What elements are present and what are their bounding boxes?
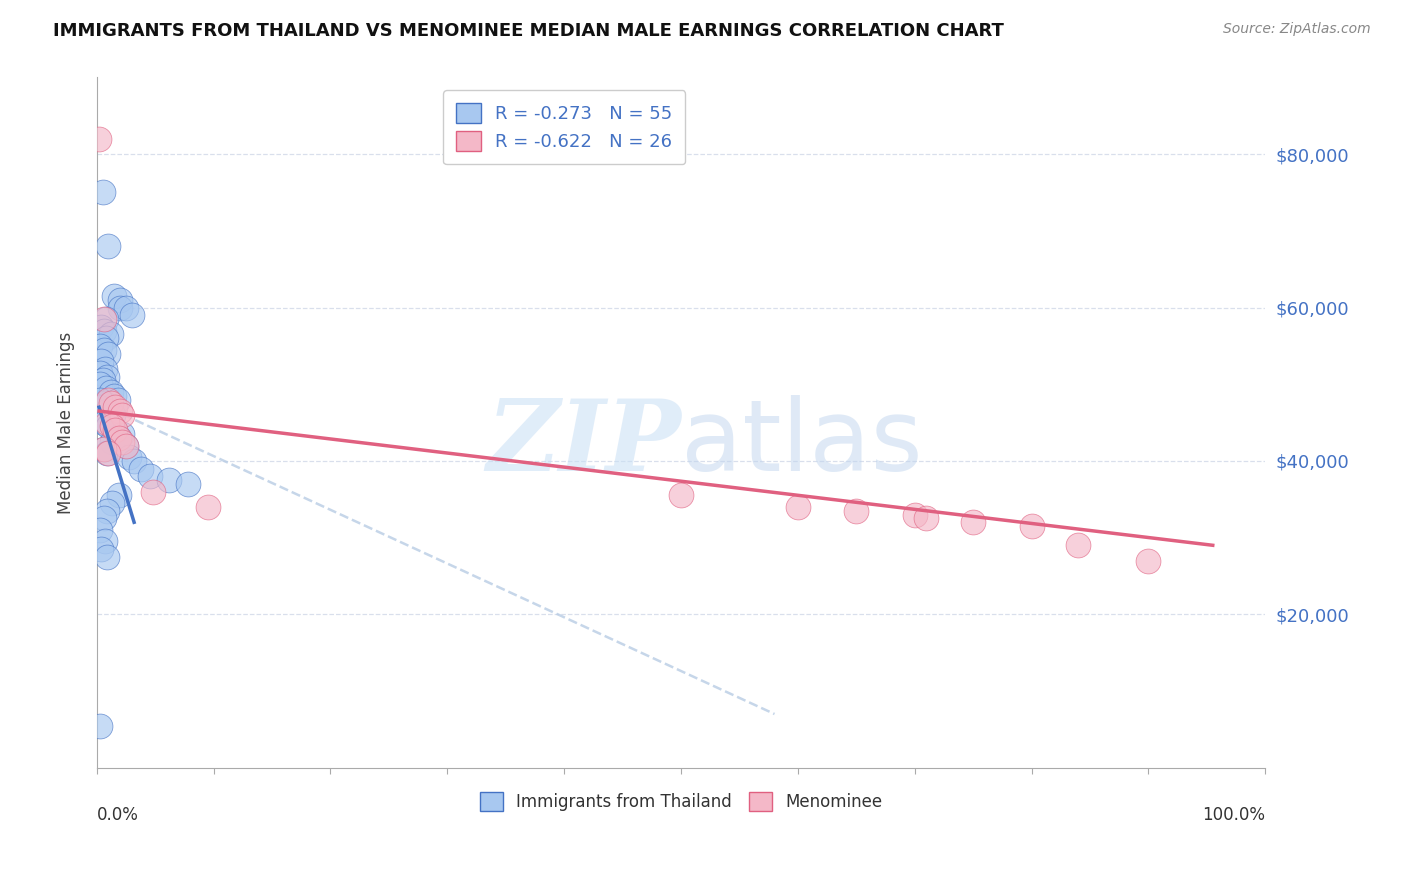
- Point: [111, 408, 134, 422]
- Point: [104, 423, 127, 437]
- Point: [101, 434, 124, 449]
- Point: [97, 346, 120, 360]
- Point: [93, 416, 115, 430]
- Point: [108, 431, 131, 445]
- Point: [108, 488, 131, 502]
- Point: [103, 289, 125, 303]
- Text: 0.0%: 0.0%: [97, 805, 139, 823]
- Point: [91, 186, 114, 200]
- Point: [104, 401, 127, 415]
- Point: [101, 408, 124, 422]
- Point: [93, 324, 115, 338]
- Point: [103, 389, 125, 403]
- Y-axis label: Median Male Earnings: Median Male Earnings: [58, 332, 75, 514]
- Point: [115, 301, 138, 315]
- Point: [157, 473, 180, 487]
- Point: [93, 312, 115, 326]
- Point: [97, 392, 120, 407]
- Point: [93, 442, 115, 457]
- Point: [89, 392, 111, 407]
- Point: [89, 523, 111, 537]
- Text: atlas: atlas: [681, 395, 922, 491]
- Point: [90, 354, 112, 368]
- Point: [122, 454, 145, 468]
- Point: [108, 404, 131, 418]
- Point: [93, 511, 115, 525]
- Point: [142, 484, 165, 499]
- Point: [111, 434, 134, 449]
- Point: [87, 132, 110, 146]
- Point: [89, 718, 111, 732]
- Point: [129, 461, 152, 475]
- Point: [89, 366, 111, 380]
- Text: 100.0%: 100.0%: [1202, 805, 1265, 823]
- Point: [1067, 538, 1090, 552]
- Point: [100, 384, 122, 399]
- Point: [97, 419, 120, 434]
- Point: [90, 542, 112, 557]
- Point: [87, 401, 110, 415]
- Point: [89, 377, 111, 392]
- Point: [115, 439, 138, 453]
- Point: [962, 516, 984, 530]
- Point: [93, 396, 115, 410]
- Point: [94, 362, 117, 376]
- Point: [94, 312, 117, 326]
- Point: [786, 500, 808, 514]
- Point: [915, 511, 938, 525]
- Point: [108, 293, 131, 307]
- Point: [96, 416, 118, 430]
- Point: [845, 504, 868, 518]
- Text: ZIP: ZIP: [486, 395, 681, 491]
- Point: [904, 508, 927, 522]
- Point: [108, 301, 131, 315]
- Point: [100, 396, 122, 410]
- Point: [107, 392, 129, 407]
- Point: [93, 442, 115, 457]
- Point: [100, 327, 122, 342]
- Point: [97, 239, 120, 253]
- Point: [108, 431, 131, 445]
- Text: IMMIGRANTS FROM THAILAND VS MENOMINEE MEDIAN MALE EARNINGS CORRELATION CHART: IMMIGRANTS FROM THAILAND VS MENOMINEE ME…: [53, 22, 1004, 40]
- Point: [97, 446, 120, 460]
- Point: [669, 488, 692, 502]
- Point: [1021, 519, 1043, 533]
- Point: [101, 496, 124, 510]
- Point: [96, 369, 118, 384]
- Point: [118, 450, 141, 464]
- Text: Source: ZipAtlas.com: Source: ZipAtlas.com: [1223, 22, 1371, 37]
- Point: [104, 423, 127, 437]
- Point: [121, 308, 143, 322]
- Point: [177, 477, 200, 491]
- Point: [89, 411, 111, 425]
- Point: [111, 427, 134, 442]
- Point: [101, 419, 124, 434]
- Point: [115, 439, 138, 453]
- Point: [96, 404, 118, 418]
- Point: [94, 381, 117, 395]
- Point: [93, 343, 115, 357]
- Point: [1137, 554, 1160, 568]
- Point: [90, 319, 112, 334]
- Point: [89, 339, 111, 353]
- Point: [96, 549, 118, 564]
- Point: [96, 504, 118, 518]
- Point: [197, 500, 219, 514]
- Point: [91, 373, 114, 387]
- Legend: Immigrants from Thailand, Menominee: Immigrants from Thailand, Menominee: [472, 786, 889, 818]
- Point: [139, 469, 162, 483]
- Point: [94, 331, 117, 345]
- Point: [94, 534, 117, 549]
- Point: [96, 446, 118, 460]
